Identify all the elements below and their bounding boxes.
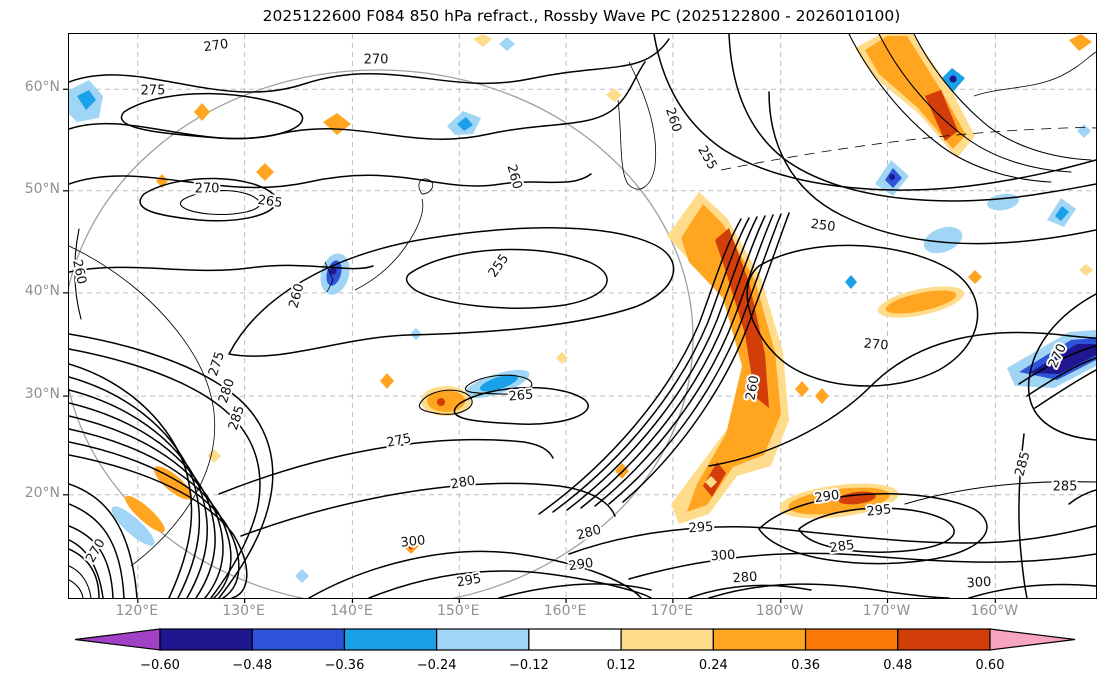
colorbar-segment bbox=[804, 628, 899, 651]
contour-label: 285 bbox=[1013, 450, 1034, 478]
x-tick-label: 170°E bbox=[650, 603, 694, 619]
colorbar-segment bbox=[620, 628, 714, 651]
contour-label: 280 bbox=[449, 473, 476, 492]
contour-label: 260 bbox=[287, 282, 308, 310]
x-tick-label: 120°E bbox=[115, 603, 159, 619]
colorbar-tick-label: 0.36 bbox=[791, 658, 821, 673]
contour-label: 265 bbox=[508, 387, 534, 404]
colorbar-tick-label: 0.48 bbox=[883, 658, 913, 673]
colorbar-tick-label: 0.12 bbox=[606, 658, 636, 673]
contour-label: 270 bbox=[203, 37, 230, 55]
contour-label: 295 bbox=[455, 571, 482, 590]
colorbar-tick-label: −0.60 bbox=[140, 658, 180, 673]
chart-title: 2025122600 F084 850 hPa refract., Rossby… bbox=[262, 7, 901, 25]
contour-label: 300 bbox=[400, 533, 426, 551]
axis-tick-marks bbox=[63, 88, 996, 603]
contour-label: 270 bbox=[364, 53, 389, 68]
contour-label: 280 bbox=[216, 377, 238, 405]
contour-label: 290 bbox=[814, 488, 841, 506]
colorbar-segment bbox=[343, 628, 438, 651]
contour-label: 260 bbox=[69, 258, 89, 285]
y-tick-label: 30°N bbox=[24, 386, 60, 403]
contour-label: 300 bbox=[966, 575, 992, 592]
contour-label: 260 bbox=[504, 163, 525, 191]
contour-label: 285 bbox=[1053, 480, 1078, 495]
colorbar-canvas bbox=[74, 628, 1076, 651]
colorbar-tick-label: −0.36 bbox=[324, 658, 365, 673]
colorbar-tick-label: 0.60 bbox=[975, 658, 1005, 673]
x-tick-label: 150°E bbox=[436, 603, 480, 619]
colorbar-segment bbox=[528, 628, 622, 651]
y-tick-label: 20°N bbox=[24, 484, 60, 501]
colorbar-segment bbox=[897, 628, 991, 651]
contour-label: 250 bbox=[810, 217, 837, 235]
colorbar-tick-label: −0.12 bbox=[508, 658, 549, 673]
colorbar-tick-label: −0.24 bbox=[416, 658, 457, 673]
x-tick-label: 160°W bbox=[970, 603, 1019, 619]
colorbar-arrow-right bbox=[989, 628, 1076, 651]
contour-label: 270 bbox=[83, 536, 108, 565]
x-tick-label: 180°W bbox=[755, 603, 804, 619]
contour-label: 280 bbox=[575, 523, 603, 544]
contour-label: 270 bbox=[863, 336, 889, 353]
y-tick-label: 50°N bbox=[24, 180, 60, 197]
map-canvas: 270 270 275 260 255 270 265 260 250 260 260 255 270 2… bbox=[63, 34, 1096, 603]
y-tick-label: 60°N bbox=[24, 79, 60, 96]
contour-label: 290 bbox=[568, 556, 595, 574]
contour-label: 280 bbox=[732, 570, 758, 587]
colorbar-segment bbox=[251, 628, 346, 651]
contour-label: 260 bbox=[743, 374, 762, 401]
contour-label: 285 bbox=[829, 538, 856, 556]
contour-label: 275 bbox=[141, 84, 166, 99]
x-tick-label: 130°E bbox=[222, 603, 265, 619]
contour-label: 265 bbox=[257, 193, 284, 211]
colorbar-segment bbox=[436, 628, 530, 651]
contour-label: 255 bbox=[486, 252, 513, 281]
contour-label: 255 bbox=[694, 143, 719, 172]
contour-label: 295 bbox=[688, 520, 714, 537]
colorbar bbox=[74, 628, 1076, 651]
contour-lines bbox=[69, 34, 1096, 598]
x-tick-label: 160°E bbox=[543, 603, 587, 619]
contour-label: 270 bbox=[195, 182, 220, 197]
y-tick-label: 40°N bbox=[24, 282, 60, 299]
contour-label: 300 bbox=[710, 548, 736, 565]
colorbar-segment bbox=[712, 628, 807, 651]
contour-label: 275 bbox=[206, 350, 228, 378]
contour-label: 295 bbox=[866, 502, 892, 520]
x-tick-label: 170°W bbox=[862, 603, 911, 619]
contour-label: 260 bbox=[662, 106, 684, 134]
map-plot-area: 270 270 275 260 255 270 265 260 250 260 260 255 270 2… bbox=[63, 33, 1097, 603]
colorbar-arrow-left bbox=[74, 628, 161, 651]
colorbar-tick-label: −0.48 bbox=[232, 658, 273, 673]
contour-label: 285 bbox=[226, 404, 248, 432]
contour-label: 275 bbox=[385, 431, 412, 451]
x-tick-label: 140°E bbox=[330, 603, 373, 619]
colorbar-tick-label: 0.24 bbox=[698, 658, 728, 673]
colorbar-segment bbox=[159, 628, 253, 651]
